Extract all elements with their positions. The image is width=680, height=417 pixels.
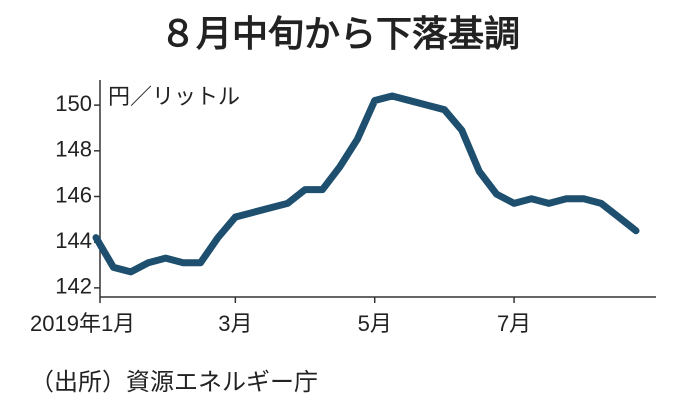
y-tick-label: 148 — [55, 137, 92, 162]
chart-title: ８月中旬から下落基調 — [160, 14, 520, 55]
y-tick-label: 142 — [55, 274, 92, 299]
data-line — [92, 92, 640, 276]
x-tick-label: 3月 — [218, 311, 252, 336]
y-tick-label: 144 — [55, 228, 92, 253]
y-tick-label: 146 — [55, 182, 92, 207]
x-tick-label: 5月 — [358, 311, 392, 336]
x-tick-label: 2019年1月 — [30, 311, 135, 336]
y-tick-label: 150 — [55, 91, 92, 116]
y-axis-label: 円／リットル — [108, 85, 240, 110]
x-tick-label: 7月 — [497, 311, 531, 336]
source-note: （出所）資源エネルギー庁 — [30, 368, 318, 396]
